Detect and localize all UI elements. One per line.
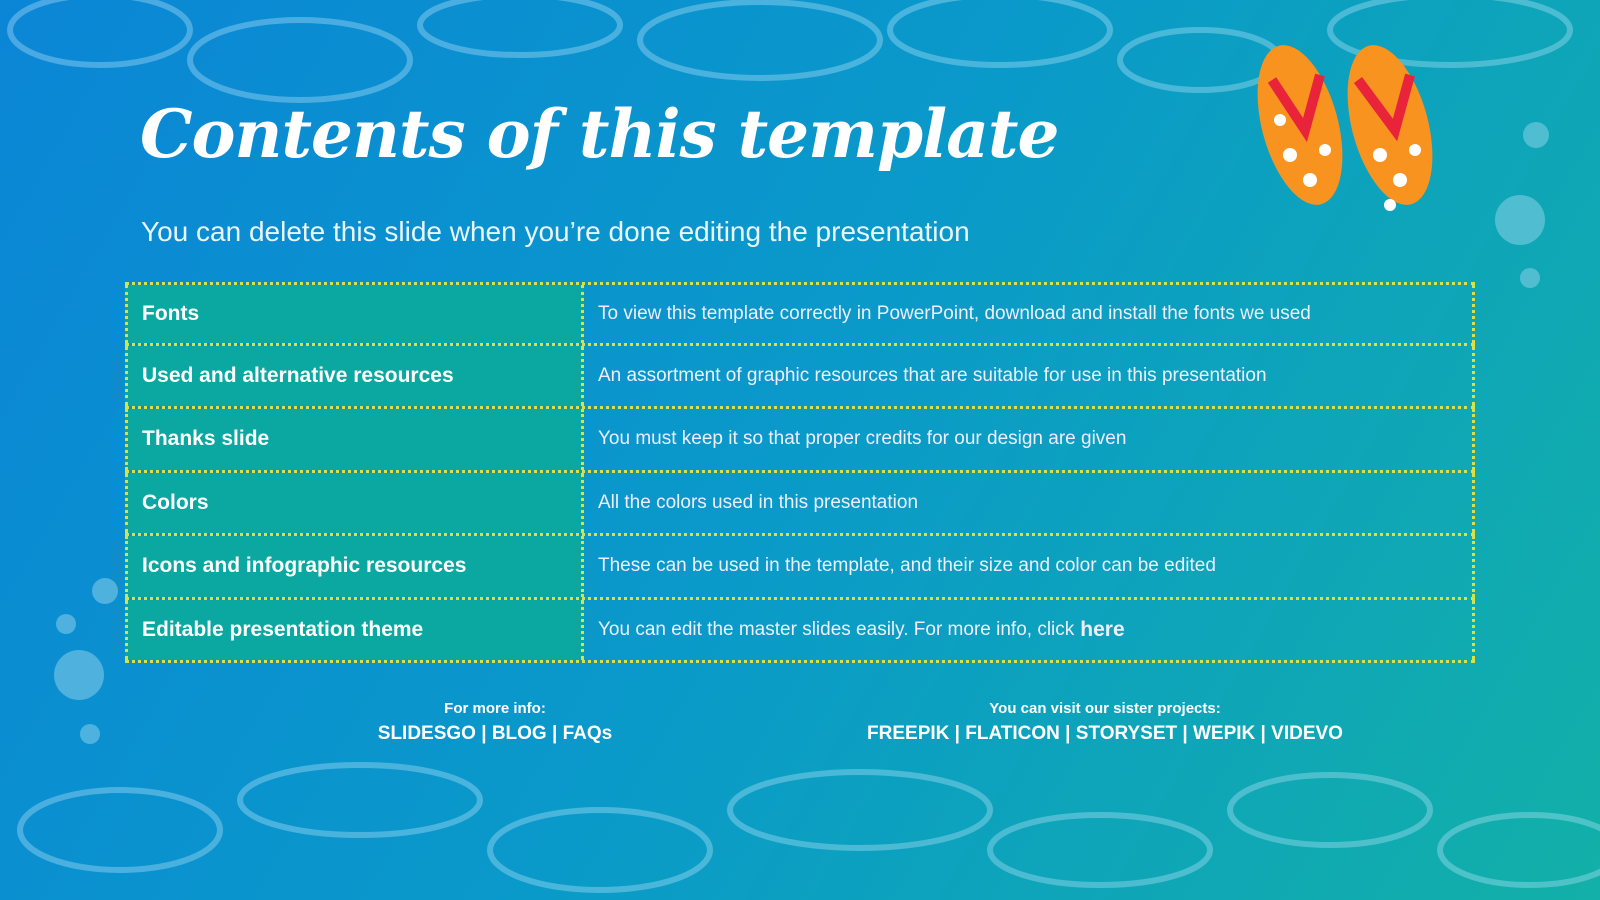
bubble — [56, 614, 76, 634]
footer-sister-projects: You can visit our sister projects: FREEP… — [855, 700, 1355, 745]
table-row: Fonts To view this template correctly in … — [125, 282, 1475, 346]
link-storyset[interactable]: STORYSET — [1075, 723, 1178, 744]
table-row: Thanks slide You must keep it so that pro… — [125, 409, 1475, 473]
bubble — [1523, 122, 1549, 148]
row-label: Used and alternative resources — [125, 345, 584, 406]
bubble — [1520, 268, 1540, 288]
bubble — [92, 578, 118, 604]
link-freepik[interactable]: FREEPIK — [867, 723, 950, 744]
table-row: Colors All the colors used in this presen… — [125, 472, 1475, 536]
page-title: Contents of this template — [140, 95, 1059, 173]
here-link[interactable]: here — [1080, 617, 1125, 641]
footer-more-info: For more info: SLIDESGO | BLOG | FAQs — [330, 700, 660, 745]
table-row: Used and alternative resources An assortm… — [125, 345, 1475, 409]
row-label: Icons and infographic resources — [125, 536, 584, 597]
row-desc-text: You can edit the master slides easily. F… — [598, 618, 1075, 640]
row-desc: An assortment of graphic resources that … — [584, 345, 1475, 406]
row-label: Fonts — [125, 285, 584, 343]
bubble — [80, 724, 100, 744]
row-label: Thanks slide — [125, 409, 584, 470]
row-desc: All the colors used in this presentation — [584, 472, 1475, 533]
link-flaticon[interactable]: FLATICON — [965, 723, 1060, 744]
link-slidesgo[interactable]: SLIDESGO — [377, 723, 476, 744]
row-desc: These can be used in the template, and t… — [584, 536, 1475, 597]
bubble — [1495, 195, 1545, 245]
table-row: Editable presentation theme You can edit … — [125, 599, 1475, 663]
link-blog[interactable]: BLOG — [491, 723, 547, 744]
footer-heading: You can visit our sister projects: — [989, 700, 1221, 717]
row-label: Colors — [125, 472, 584, 533]
row-desc: To view this template correctly in Power… — [584, 285, 1475, 343]
subtitle: You can delete this slide when you’re do… — [141, 216, 970, 247]
row-desc: You must keep it so that proper credits … — [584, 409, 1475, 470]
contents-table: Fonts To view this template correctly in … — [125, 282, 1475, 663]
water-pattern-bottom — [17, 762, 1600, 893]
link-wepik[interactable]: WEPIK — [1193, 723, 1256, 744]
table-row: Icons and infographic resources These can… — [125, 536, 1475, 600]
link-faqs[interactable]: FAQs — [562, 723, 613, 744]
footer-heading: For more info: — [444, 700, 546, 717]
flip-flops-illustration — [1257, 45, 1433, 211]
row-desc: You can edit the master slides easily. F… — [584, 599, 1475, 660]
link-videvo[interactable]: VIDEVO — [1271, 723, 1343, 744]
bubble — [54, 650, 104, 700]
row-label: Editable presentation theme — [125, 599, 584, 660]
